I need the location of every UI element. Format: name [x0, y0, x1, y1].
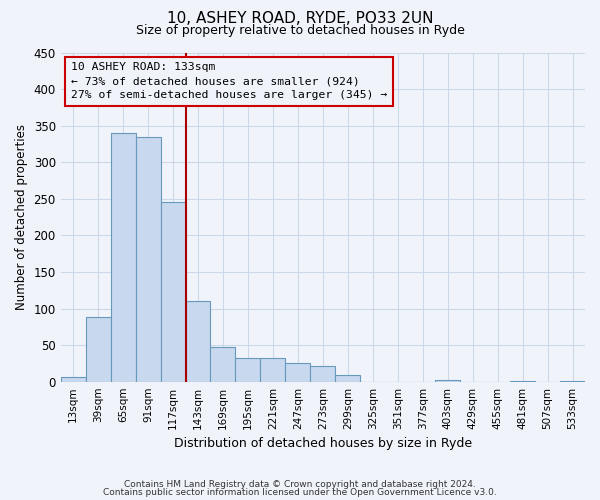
Bar: [286, 364, 310, 382]
Text: Contains HM Land Registry data © Crown copyright and database right 2024.: Contains HM Land Registry data © Crown c…: [124, 480, 476, 489]
Text: 10 ASHEY ROAD: 133sqm
← 73% of detached houses are smaller (924)
27% of semi-det: 10 ASHEY ROAD: 133sqm ← 73% of detached …: [71, 62, 388, 100]
Bar: [310, 366, 335, 382]
Bar: [560, 381, 585, 382]
Bar: [211, 346, 235, 382]
Bar: [260, 358, 286, 382]
Bar: [136, 136, 161, 382]
Bar: [235, 358, 260, 382]
Text: Contains public sector information licensed under the Open Government Licence v3: Contains public sector information licen…: [103, 488, 497, 497]
Bar: [86, 318, 110, 382]
Bar: [435, 380, 460, 382]
Y-axis label: Number of detached properties: Number of detached properties: [15, 124, 28, 310]
Bar: [335, 375, 360, 382]
Bar: [110, 133, 136, 382]
Bar: [161, 202, 185, 382]
Bar: [510, 381, 535, 382]
Bar: [185, 301, 211, 382]
X-axis label: Distribution of detached houses by size in Ryde: Distribution of detached houses by size …: [174, 437, 472, 450]
Text: Size of property relative to detached houses in Ryde: Size of property relative to detached ho…: [136, 24, 464, 37]
Text: 10, ASHEY ROAD, RYDE, PO33 2UN: 10, ASHEY ROAD, RYDE, PO33 2UN: [167, 11, 433, 26]
Bar: [61, 378, 86, 382]
